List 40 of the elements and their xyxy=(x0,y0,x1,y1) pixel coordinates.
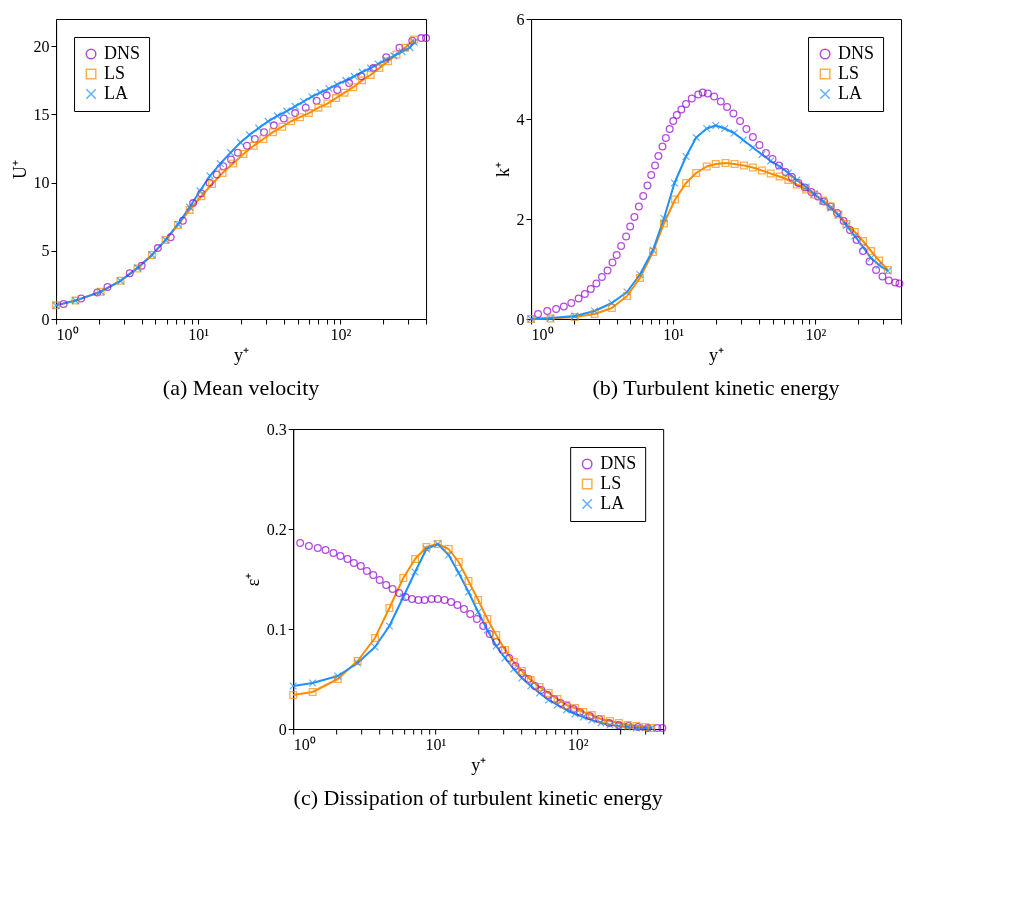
legend-label: LS xyxy=(104,63,126,83)
text: (a) Mean velocity xyxy=(162,375,320,400)
x-axis-title: y⁺ xyxy=(234,344,250,365)
x-tick-label: 10¹ xyxy=(425,735,447,753)
y-axis-title: ε⁺ xyxy=(242,572,263,587)
y-tick-label: 10 xyxy=(33,174,50,192)
legend-label: LA xyxy=(838,83,863,103)
legend-label: DNS xyxy=(104,43,141,63)
y-tick-label: 0.1 xyxy=(266,620,287,638)
y-axis-title: k⁺ xyxy=(492,162,513,177)
x-tick-label: 10⁰ xyxy=(531,325,554,343)
y-tick-label: 2 xyxy=(516,210,525,228)
y-tick-label: 0 xyxy=(516,310,525,328)
x-tick-label: 10² xyxy=(330,325,352,343)
y-tick-label: 0.2 xyxy=(266,520,287,538)
y-tick-label: 0 xyxy=(41,310,50,328)
legend-label: LA xyxy=(104,83,129,103)
text: (c) Dissipation of turbulent kinetic energy xyxy=(293,785,663,810)
x-tick-label: 10⁰ xyxy=(56,325,79,343)
legend-label: LA xyxy=(600,493,625,513)
legend-label: LS xyxy=(600,473,622,493)
x-tick-label: 10² xyxy=(567,735,589,753)
x-tick-label: 10² xyxy=(805,325,827,343)
legend-label: DNS xyxy=(600,453,637,473)
x-axis-title: y⁺ xyxy=(709,344,725,365)
legend-label: LS xyxy=(838,63,860,83)
y-axis-title: U⁺ xyxy=(9,160,30,179)
text: (b) Turbulent kinetic energy xyxy=(592,375,840,400)
y-tick-label: 4 xyxy=(516,110,525,128)
x-tick-label: 10⁰ xyxy=(293,735,316,753)
y-tick-label: 6 xyxy=(516,10,525,28)
x-tick-label: 10¹ xyxy=(663,325,685,343)
x-axis-title: y⁺ xyxy=(471,754,487,775)
legend-label: DNS xyxy=(838,43,875,63)
y-tick-label: 0.3 xyxy=(266,420,287,438)
x-tick-label: 10¹ xyxy=(188,325,210,343)
y-tick-label: 5 xyxy=(41,242,50,260)
y-tick-label: 0 xyxy=(278,720,287,738)
y-tick-label: 15 xyxy=(33,105,50,123)
y-tick-label: 20 xyxy=(33,37,50,55)
